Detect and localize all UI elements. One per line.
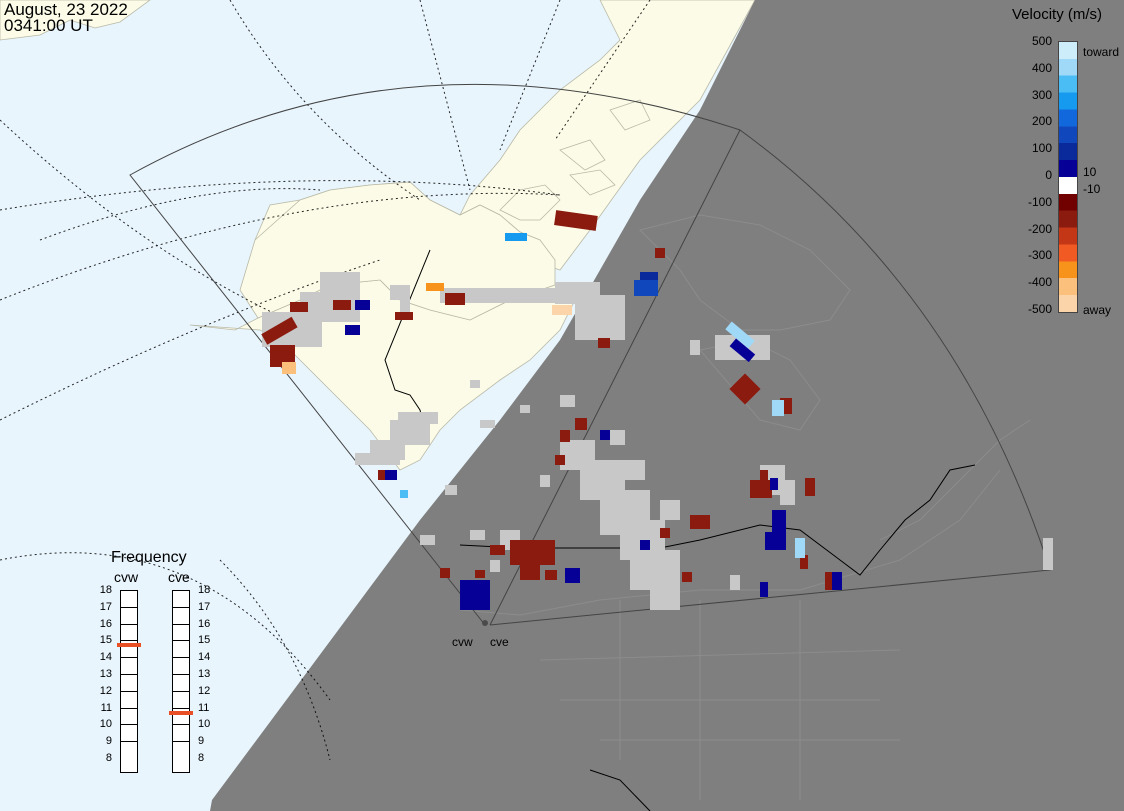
colorbar-tick-label: 500 [1031,34,1052,48]
frequency-tick-label: 15 [198,634,211,647]
frequency-tick-label: 14 [198,651,211,664]
frequency-tick-label: 8 [198,752,205,764]
frequency-tick-label: 8 [105,752,112,764]
frequency-title: Frequency [111,549,187,566]
colorbar-inner-tick-neg: -10 [1083,182,1101,196]
radar-label-cvw: cvw [452,635,473,649]
radar-site-marker [482,620,488,626]
velocity-away [261,210,837,590]
colorbar-away-label: away [1083,303,1112,317]
frequency-tick-label: 10 [99,718,112,731]
colorbar-tick-label: 0 [1045,168,1052,182]
frequency-marker-cvw [117,643,141,648]
colorbar-tick-label: 200 [1031,114,1052,129]
radar-fov [129,83,1051,626]
velocity-colorbar [1058,41,1078,313]
velocity-toward [345,233,842,610]
frequency-tick-label: 11 [100,701,112,714]
night-borders [459,214,1031,800]
frequency-tick-label: 16 [198,617,211,630]
colorbar-inner-tick-pos: 10 [1083,165,1097,179]
frequency-tick-label: 12 [198,684,211,697]
frequency-column-cve [169,590,193,773]
night-region [210,0,1124,811]
colorbar-tick-label: 400 [1031,60,1052,75]
frequency-tick-label: 16 [99,617,112,630]
frequency-tick-label: 12 [99,684,112,697]
frequency-column-cvw [117,590,141,773]
frequency-label-cve: cve [168,569,190,585]
colorbar-tick-label: 300 [1031,87,1052,102]
date-title: August, 23 2022 [4,0,128,19]
colorbar-tick-label: -200 [1027,221,1052,236]
colorbar-tick-label: -100 [1027,194,1052,209]
colorbar-title: Velocity (m/s) [1012,6,1103,23]
land [0,0,756,471]
frequency-tick-label: 18 [99,584,112,596]
colorbar-tick-label: 100 [1031,141,1052,156]
frequency-tick-label: 9 [198,735,205,748]
frequency-tick-label: 17 [99,600,112,613]
frequency-tick-label: 9 [105,735,112,748]
frequency-tick-label: 11 [198,701,210,714]
frequency-tick-label: 17 [198,600,211,613]
frequency-tick-label: 13 [99,668,112,680]
colorbar-tick-label: -400 [1027,275,1052,290]
frequency-tick-label: 10 [198,718,211,731]
frequency-marker-cve [169,710,193,715]
radar-label-cve: cve [490,635,509,649]
colorbar-tick-label: -500 [1027,302,1052,316]
colorbar-tick-label: -300 [1027,248,1052,263]
frequency-tick-label: 14 [99,651,112,664]
frequency-tick-label: 13 [198,668,211,680]
time-title: 0341:00 UT [4,16,93,35]
frequency-tick-label: 15 [99,634,112,647]
colorbar-toward-label: toward [1083,45,1120,59]
frequency-label-cvw: cvw [114,569,139,585]
frequency-tick-label: 18 [198,584,211,596]
